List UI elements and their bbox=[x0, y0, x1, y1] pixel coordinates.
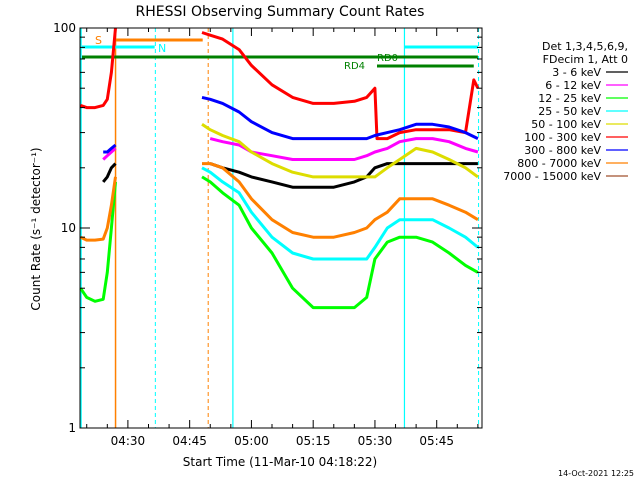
footer-date: 14-Oct-2021 12:25 bbox=[558, 469, 634, 478]
series-line-3-6-kev bbox=[102, 162, 478, 189]
legend-entry-label: 3 - 6 keV bbox=[552, 66, 601, 79]
chart-title: RHESSI Observing Summary Count Rates bbox=[136, 4, 425, 20]
y-tick-label: 100 bbox=[53, 21, 76, 35]
series-line-800-7000-kev bbox=[79, 162, 479, 242]
saa-annotation: S bbox=[95, 34, 102, 47]
x-axis-label: Start Time (11-Mar-10 04:18:22) bbox=[183, 455, 377, 469]
legend-entry-label: 7000 - 15000 keV bbox=[503, 170, 601, 183]
legend-header-line: Det 1,3,4,5,6,9, bbox=[542, 40, 628, 53]
plot-frame bbox=[79, 27, 483, 429]
x-tick-label: 04:45 bbox=[172, 434, 207, 448]
legend-entry-label: 25 - 50 keV bbox=[538, 105, 601, 118]
y-tick-label: 10 bbox=[61, 221, 76, 235]
legend-entry-label: 6 - 12 keV bbox=[545, 79, 601, 92]
x-tick-label: 05:30 bbox=[358, 434, 393, 448]
plot-area: S N RD4 RD0 1 10 100 04:30 04:45 05:00 05:15 05:30 0… bbox=[53, 21, 483, 448]
legend-entry-label: 800 - 7000 keV bbox=[517, 157, 601, 170]
y-axis-label: Count Rate (s⁻¹ detector⁻¹) bbox=[29, 147, 43, 310]
y-tick-label: 1 bbox=[68, 421, 76, 435]
legend-entry-label: 100 - 300 keV bbox=[524, 131, 601, 144]
legend-entry-label: 12 - 25 keV bbox=[538, 92, 601, 105]
series-line-25-50-kev bbox=[201, 166, 479, 261]
series-line-50-100-kev bbox=[201, 123, 479, 179]
x-tick-label: 05:00 bbox=[234, 434, 269, 448]
legend: Det 1,3,4,5,6,9,FDecim 1, Att 03 - 6 keV… bbox=[503, 40, 628, 183]
rd0-annotation: RD0 bbox=[377, 53, 398, 64]
series-line-12-25-kev bbox=[79, 175, 479, 310]
legend-entry-label: 50 - 100 keV bbox=[531, 118, 601, 131]
x-tick-label: 05:45 bbox=[419, 434, 454, 448]
x-tick-label: 05:15 bbox=[296, 434, 331, 448]
rd4-annotation: RD4 bbox=[344, 61, 365, 72]
series-line-100-300-kev bbox=[79, 27, 480, 141]
series-line-300-800-kev bbox=[103, 95, 479, 154]
legend-header-line: FDecim 1, Att 0 bbox=[543, 53, 628, 66]
legend-entry-label: 300 - 800 keV bbox=[524, 144, 601, 157]
x-tick-label: 04:30 bbox=[111, 434, 146, 448]
night-annotation: N bbox=[158, 42, 166, 55]
